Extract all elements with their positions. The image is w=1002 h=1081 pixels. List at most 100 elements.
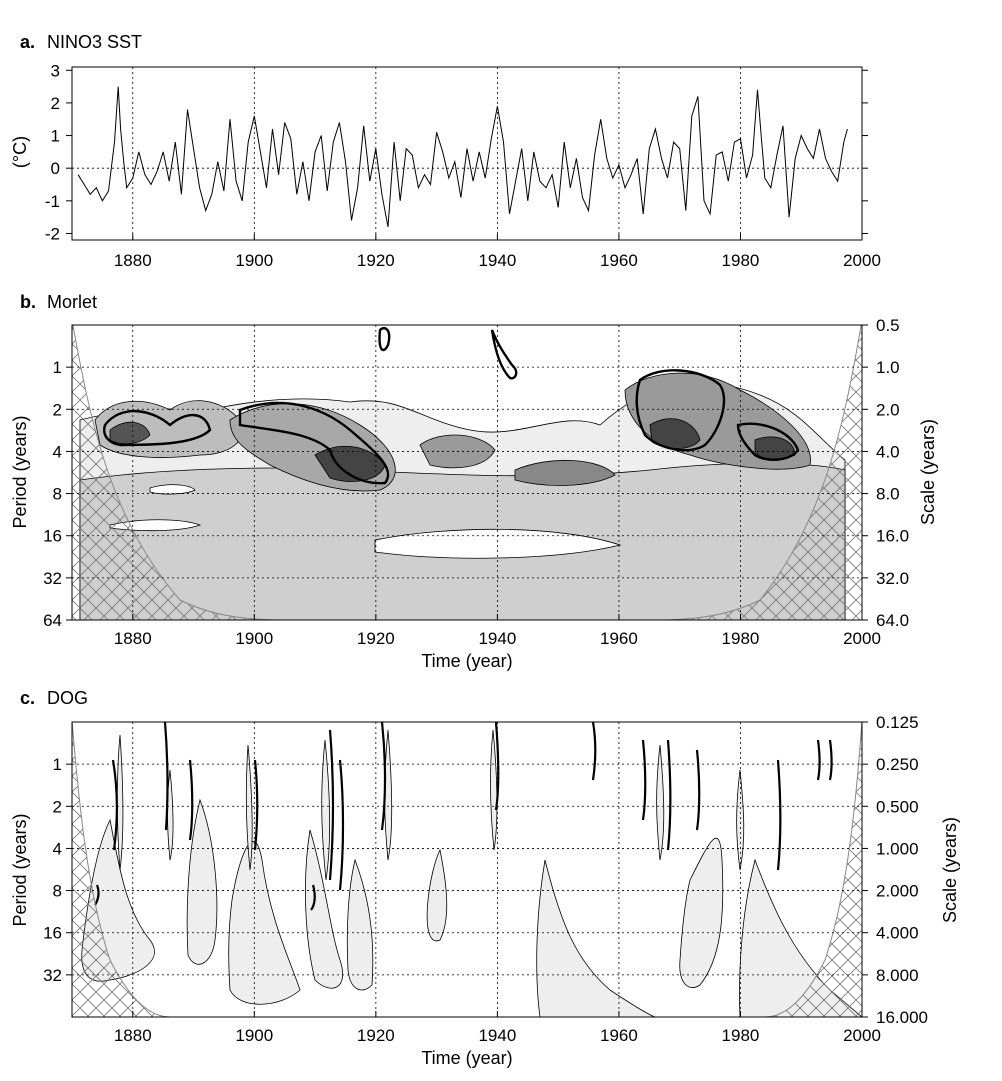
- xtick-label: 1920: [357, 251, 395, 270]
- ytick-label: 8: [53, 485, 62, 504]
- panel-b-gridlines: [72, 325, 862, 621]
- panel-c-plume-4: [305, 829, 344, 989]
- panel-c-plume-6: [426, 848, 448, 942]
- xtick-label: 1940: [478, 251, 516, 270]
- ytick-label-right: 2.000: [876, 882, 919, 901]
- ytick-label: 4: [53, 839, 62, 858]
- ytick-label-right: 32.0: [876, 569, 909, 588]
- xtick-label: 1980: [722, 629, 760, 648]
- panel-c-plume-7: [536, 859, 656, 1017]
- ytick-label-right: 0.125: [876, 713, 919, 732]
- ytick-label-right: 4.000: [876, 924, 919, 943]
- panel-c-spike-7: [656, 744, 665, 861]
- ytick-label: 4: [53, 442, 62, 461]
- ytick-label: 32: [43, 569, 62, 588]
- panel-c: c. DOG: [10, 688, 960, 1068]
- xtick-label: 1980: [722, 1026, 760, 1045]
- ytick-label-right: 8.000: [876, 966, 919, 985]
- xtick-label: 1900: [235, 1026, 273, 1045]
- ytick-label: 16: [43, 527, 62, 546]
- ytick-label: -1: [45, 192, 60, 211]
- panel-b-signif-4: [736, 422, 800, 461]
- xtick-label: 1960: [600, 251, 638, 270]
- panel-b-contours: [72, 325, 862, 620]
- panel-c-title: DOG: [47, 688, 88, 708]
- panel-b-signif-2: [238, 401, 390, 485]
- panel-c-spike-4: [321, 739, 331, 881]
- xtick-label: 1880: [114, 629, 152, 648]
- panel-c-coi-right: [764, 722, 862, 1017]
- xtick-label: 1900: [235, 251, 273, 270]
- panel-c-yticks-left: 1 2 4 8 16 32: [43, 755, 72, 985]
- sst-line: [77, 86, 848, 227]
- xtick-label: 1960: [600, 1026, 638, 1045]
- ytick-label: 2: [51, 94, 60, 113]
- xtick-label: 1960: [600, 629, 638, 648]
- ytick-label: 64: [43, 611, 62, 630]
- xtick-label: 2000: [843, 1026, 881, 1045]
- panel-b-signif-5: [378, 326, 391, 352]
- ytick-label-right: 64.0: [876, 611, 909, 630]
- panel-b-xticks: 1880 1900 1920 1940 1960 1980 2000: [114, 614, 881, 648]
- panel-b-xlabel: Time (year): [421, 651, 512, 671]
- xtick-label: 1880: [114, 251, 152, 270]
- panel-c-gridlines: [72, 722, 862, 1017]
- panel-c-ylabel: Period (years): [10, 813, 30, 926]
- panel-b-signif-3: [635, 369, 726, 452]
- ytick-label-right: 1.000: [876, 839, 919, 858]
- panel-b-core-1: [109, 421, 151, 445]
- panel-b-letter: b.: [20, 292, 36, 312]
- panel-a-xticks: 1880 1900 1920 1940 1960 1980 2000: [114, 234, 881, 270]
- ytick-label: 8: [53, 882, 62, 901]
- panel-b-ylabel: Period (years): [10, 415, 30, 528]
- panel-c-spike-1: [116, 734, 124, 871]
- ytick-label: 1: [51, 127, 60, 146]
- ytick-label-right: 0.500: [876, 797, 919, 816]
- ytick-label: 0: [51, 159, 60, 178]
- panel-c-plume-8: [679, 837, 724, 988]
- panel-a-letter: a.: [20, 32, 35, 52]
- panel-a-frame: [71, 66, 863, 241]
- panel-b-yticks-left: 1 2 4 8 16 32 64: [43, 358, 72, 630]
- panel-a-ylabel: (°C): [10, 136, 30, 168]
- panel-a-series: [77, 86, 848, 227]
- ytick-label: 2: [53, 797, 62, 816]
- panel-c-xlabel: Time (year): [421, 1048, 512, 1068]
- panel-b-signif-6: [490, 329, 518, 380]
- panel-b-signif-1: [103, 409, 212, 447]
- xtick-label: 1900: [235, 629, 273, 648]
- panel-c-frame: [71, 721, 863, 1018]
- panel-c-plume-9: [739, 858, 862, 1017]
- panel-c-spike-8: [736, 769, 745, 871]
- ytick-label: -2: [45, 224, 60, 243]
- panel-c-yticks-right: 0.125 0.250 0.500 1.000 2.000 4.000 8.000 16.00…: [862, 713, 928, 1027]
- ytick-label-right: 0.250: [876, 755, 919, 774]
- xtick-label: 2000: [843, 251, 881, 270]
- xtick-label: 1940: [478, 1026, 516, 1045]
- ytick-label-right: 0.5: [876, 316, 900, 335]
- panel-b-title: Morlet: [47, 292, 97, 312]
- panel-c-plume-5: [346, 858, 374, 991]
- ytick-label: 1: [53, 755, 62, 774]
- panel-a-title: NINO3 SST: [47, 32, 142, 52]
- xtick-label: 1940: [478, 629, 516, 648]
- panel-c-spike-6: [490, 729, 498, 851]
- panel-b-yticks-right: 0.5 1.0 2.0 4.0 8.0 16.0 32.0 64.0: [862, 316, 909, 630]
- panel-c-letter: c.: [20, 688, 35, 708]
- xtick-label: 1980: [722, 251, 760, 270]
- panel-a-yticks: 3 2 1 0 -1 -2: [45, 61, 868, 243]
- panel-a-gridlines: [72, 67, 862, 240]
- ytick-label-right: 8.0: [876, 485, 900, 504]
- panel-c-xticks: 1880 1900 1920 1940 1960 1980 2000: [114, 1011, 881, 1045]
- ytick-label-right: 16.000: [876, 1008, 928, 1027]
- panel-b-frame: [71, 324, 863, 621]
- xtick-label: 1920: [357, 629, 395, 648]
- panel-c-plume-2: [186, 798, 218, 965]
- ytick-label: 1: [53, 358, 62, 377]
- panel-c-coi-left: [72, 722, 171, 1017]
- ytick-label: 32: [43, 966, 62, 985]
- panel-c-ylabel-right: Scale (years): [940, 817, 960, 923]
